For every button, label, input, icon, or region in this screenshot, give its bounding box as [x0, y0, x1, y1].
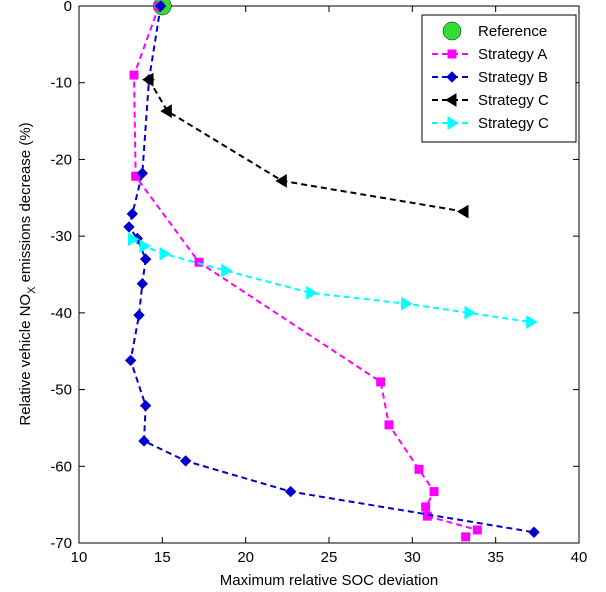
- data-point: [528, 526, 540, 538]
- legend-marker: [442, 21, 462, 41]
- legend-marker: [447, 116, 459, 130]
- data-point: [414, 464, 424, 474]
- series-layer: [123, 0, 540, 542]
- y-tick-label: -40: [50, 305, 72, 322]
- y-tick-label: -20: [50, 151, 72, 168]
- data-point: [133, 309, 145, 321]
- x-tick-label: 35: [487, 549, 504, 566]
- x-tick-label: 25: [321, 549, 338, 566]
- data-point: [457, 204, 469, 219]
- data-point: [139, 239, 151, 253]
- data-point: [179, 455, 192, 467]
- data-point: [422, 511, 432, 521]
- x-tick-label: 40: [571, 549, 588, 566]
- y-tick-label: -30: [50, 228, 72, 245]
- data-point: [127, 232, 140, 247]
- data-point: [154, 0, 167, 12]
- data-point: [138, 435, 150, 447]
- data-point: [275, 174, 287, 188]
- y-tick-label: 0: [64, 0, 72, 15]
- data-point: [421, 502, 431, 512]
- data-point: [221, 263, 233, 278]
- legend-marker: [445, 93, 457, 107]
- y-tick-label: -60: [50, 458, 72, 475]
- y-tick-label: -70: [50, 535, 72, 552]
- legend-label: Strategy C: [478, 92, 549, 109]
- data-point: [126, 208, 139, 220]
- series-4: [142, 72, 469, 219]
- x-axis: 10 15 20 25 30 35 40: [71, 6, 588, 566]
- data-point: [461, 532, 471, 542]
- data-point: [124, 354, 137, 367]
- data-point: [123, 221, 135, 233]
- series-5: [127, 232, 538, 329]
- data-point: [131, 171, 141, 181]
- data-point: [306, 286, 318, 300]
- legend-marker: [447, 49, 457, 59]
- data-point: [160, 104, 172, 118]
- series-line: [131, 238, 531, 324]
- data-point: [129, 70, 139, 80]
- x-tick-label: 30: [404, 549, 421, 566]
- data-point: [194, 257, 204, 267]
- data-point: [142, 72, 154, 87]
- data-point: [284, 485, 297, 498]
- data-point: [136, 277, 149, 290]
- data-point: [401, 296, 413, 311]
- data-point: [159, 246, 171, 261]
- series-line: [148, 79, 465, 213]
- legend-label: Strategy A: [478, 46, 547, 63]
- data-point: [139, 253, 152, 265]
- data-point: [139, 399, 152, 412]
- data-point: [464, 305, 476, 320]
- data-point: [526, 315, 538, 329]
- x-tick-label: 15: [154, 549, 171, 566]
- x-tick-label: 20: [237, 549, 254, 566]
- legend-label: Strategy B: [478, 69, 548, 86]
- y-axis-label: Relative vehicle NOX emissions decrease …: [17, 122, 38, 425]
- legend-marker: [446, 71, 458, 83]
- y-tick-label: -50: [50, 382, 72, 399]
- x-tick-label: 10: [71, 549, 88, 566]
- data-point: [429, 487, 439, 497]
- legend-label: Reference: [478, 23, 547, 40]
- data-point: [472, 525, 482, 535]
- legend-label: Strategy C: [478, 115, 549, 132]
- y-tick-label: -10: [50, 75, 72, 92]
- data-point: [384, 420, 394, 430]
- y-axis: 0 -10 -20 -30 -40 -50 -60 -70: [50, 0, 579, 552]
- x-axis-label: Maximum relative SOC deviation: [220, 572, 438, 589]
- data-point: [136, 167, 149, 179]
- legend: Reference Strategy A Strategy B Strategy C S…: [421, 14, 577, 143]
- data-point: [376, 377, 386, 387]
